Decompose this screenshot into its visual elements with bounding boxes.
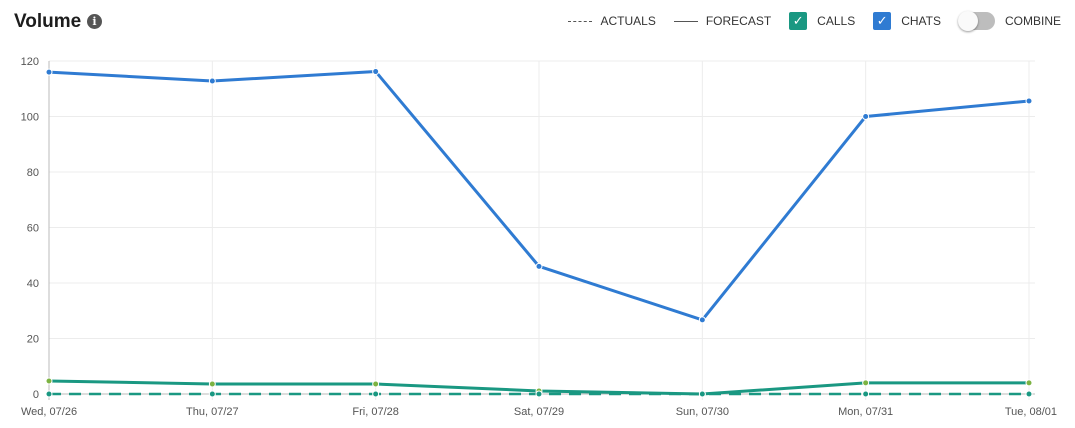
calls-actuals-point [535, 390, 543, 398]
x-tick-label: Mon, 07/31 [838, 406, 893, 418]
calls-actuals-point [1025, 390, 1033, 398]
chats-forecast-point [862, 113, 870, 120]
checkmark-icon: ✓ [873, 12, 892, 30]
y-tick-label: 120 [21, 56, 39, 68]
chats-forecast-point [535, 262, 543, 270]
y-tick-label: 0 [33, 389, 39, 401]
chats-forecast-point [698, 316, 706, 324]
calls-forecast-point [862, 379, 870, 387]
y-tick-label: 100 [21, 112, 39, 124]
chats-checkbox[interactable]: ✓ CHATS [873, 12, 941, 30]
y-tick-label: 20 [27, 334, 39, 346]
legend-forecast-label: FORECAST [705, 14, 772, 28]
calls-actuals-point [45, 390, 53, 398]
calls-actuals-point [372, 390, 380, 398]
dashed-line-icon [568, 20, 593, 22]
chats-label: CHATS [901, 14, 941, 28]
legend-forecast: FORECAST [673, 14, 772, 28]
chats-forecast-point [208, 77, 216, 85]
legend: ACTUALS FORECAST ✓ CALLS ✓ CHATS COMBINE [550, 11, 1061, 31]
x-tick-label: Sat, 07/29 [514, 406, 564, 418]
toggle-switch[interactable] [957, 11, 995, 31]
info-icon[interactable]: i [87, 14, 102, 29]
calls-checkbox[interactable]: ✓ CALLS [789, 12, 855, 30]
calls-forecast-point [208, 380, 216, 388]
checkmark-icon: ✓ [789, 12, 808, 30]
page-title: Volume [14, 11, 82, 32]
solid-line-icon [673, 20, 698, 22]
chats-forecast-point [45, 68, 53, 76]
toggle-knob [957, 11, 978, 31]
calls-actuals-point [698, 390, 706, 398]
calls-forecast-point [45, 377, 53, 385]
chats-forecast-point [372, 68, 380, 76]
x-tick-label: Tue, 08/01 [1005, 406, 1057, 418]
legend-actuals: ACTUALS [568, 14, 656, 28]
calls-actuals-point [208, 390, 216, 398]
x-tick-label: Fri, 07/28 [352, 406, 398, 418]
chats-forecast-point [1025, 97, 1033, 105]
calls-forecast-point [1025, 379, 1033, 387]
y-tick-label: 60 [27, 223, 39, 235]
x-tick-label: Sun, 07/30 [676, 406, 729, 418]
x-tick-label: Thu, 07/27 [186, 406, 239, 418]
y-tick-label: 40 [27, 278, 39, 290]
legend-actuals-label: ACTUALS [600, 14, 656, 28]
combine-toggle[interactable]: COMBINE [957, 11, 1061, 31]
y-tick-label: 80 [27, 167, 39, 179]
combine-label: COMBINE [1004, 14, 1061, 28]
calls-forecast-point [372, 380, 380, 388]
calls-actuals-point [862, 390, 870, 398]
calls-label: CALLS [817, 14, 856, 28]
x-tick-label: Wed, 07/26 [21, 406, 77, 418]
